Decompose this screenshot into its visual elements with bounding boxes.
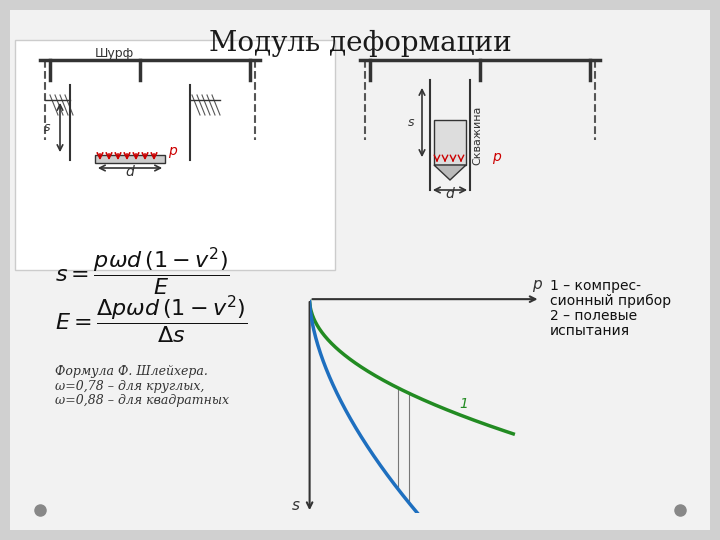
Text: s: s [43, 121, 50, 134]
Text: 1: 1 [459, 397, 468, 411]
Text: $E = \dfrac{\Delta p\omega d\,(1 - v^2)}{\Delta s}$: $E = \dfrac{\Delta p\omega d\,(1 - v^2)}… [55, 294, 248, 346]
Text: p: p [492, 150, 500, 164]
Text: Шурф: Шурф [95, 47, 134, 60]
Bar [95, 155, 165, 163]
Text: сионный прибор: сионный прибор [550, 294, 671, 308]
Text: $s = \dfrac{p\omega d\,(1 - v^2)}{E}$: $s = \dfrac{p\omega d\,(1 - v^2)}{E}$ [55, 246, 230, 298]
Text: Формула Ф. Шлейхера.: Формула Ф. Шлейхера. [55, 365, 208, 378]
Text: 2 – полевые: 2 – полевые [550, 309, 637, 323]
Text: ω=0,88 – для квадратных: ω=0,88 – для квадратных [55, 394, 229, 407]
Bar [15, 40, 335, 270]
Text: испытания: испытания [550, 324, 630, 338]
Text: p: p [532, 278, 542, 293]
Polygon shape [434, 165, 466, 180]
Text: ω=0,78 – для круглых,: ω=0,78 – для круглых, [55, 380, 204, 393]
Text: p: p [168, 144, 176, 158]
Text: Скважина: Скважина [472, 105, 482, 165]
Text: s: s [408, 117, 414, 130]
Text: 1 – компрес-: 1 – компрес- [550, 279, 641, 293]
Text: Модуль деформации: Модуль деформации [209, 30, 511, 57]
Bar [434, 120, 466, 165]
Text: d: d [125, 165, 135, 179]
Text: d: d [446, 187, 454, 201]
Text: s: s [292, 498, 300, 513]
